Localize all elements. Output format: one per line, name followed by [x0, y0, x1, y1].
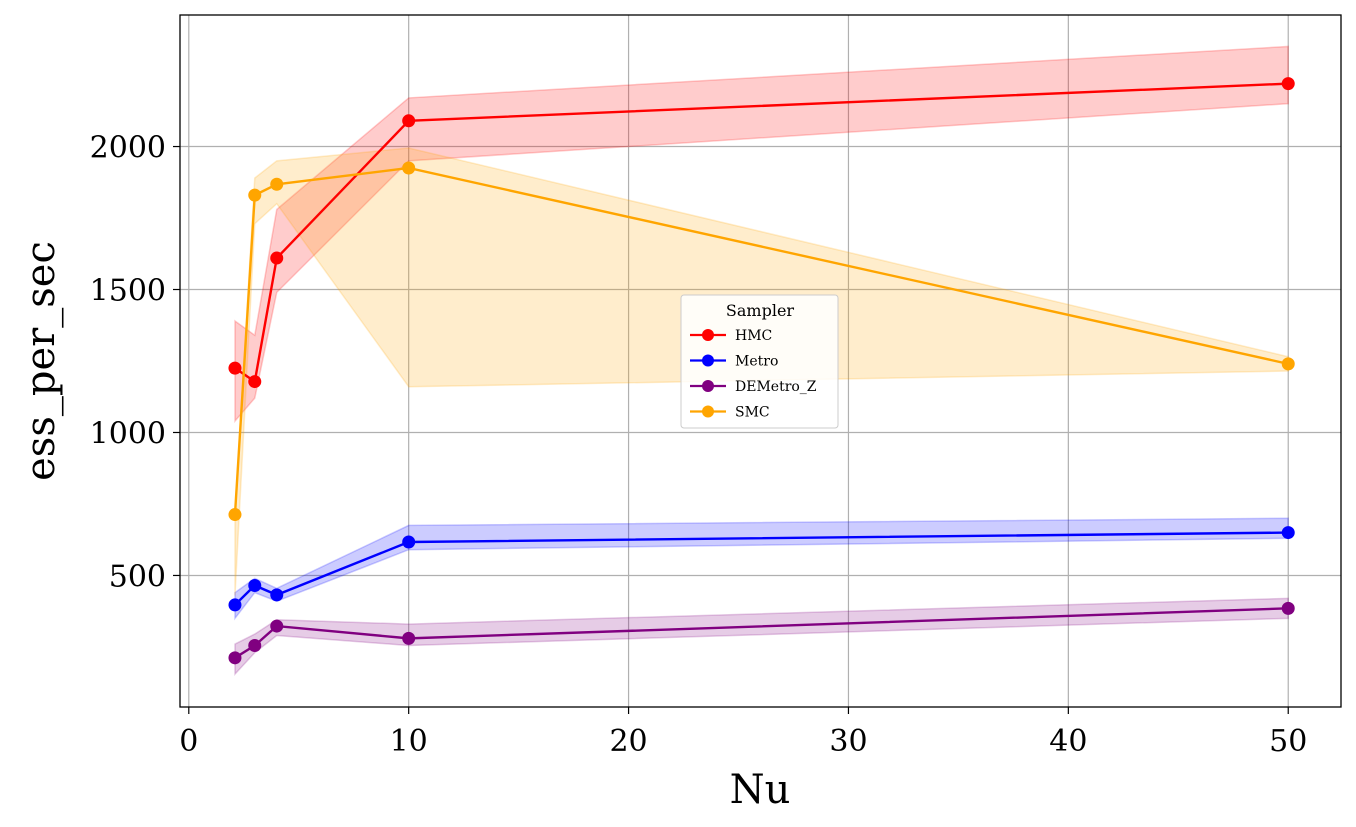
legend-items: HMC Metro DEMetro_Z SMC: [690, 328, 817, 421]
point-demetro_z: [248, 639, 262, 653]
legend-label-smc: SMC: [735, 405, 770, 421]
band-hmc: [234, 45, 1289, 424]
plot-frame: [179, 14, 1342, 708]
point-smc: [402, 161, 416, 175]
x-axis-title: Nu: [730, 767, 791, 813]
x-tick-label: 20: [609, 724, 647, 759]
point-demetro_z: [1281, 601, 1295, 615]
point-smc: [248, 188, 262, 202]
x-tick-label: 10: [390, 724, 428, 759]
point-hmc: [248, 375, 262, 389]
legend-marker-hmc: [702, 329, 714, 341]
x-tick-label: 0: [179, 724, 198, 759]
point-metro: [248, 578, 262, 592]
legend-title: Sampler: [726, 301, 795, 320]
legend-marker-demetro_z: [702, 380, 714, 392]
series-points: [228, 77, 1295, 665]
point-metro: [270, 588, 284, 602]
legend-label-hmc: HMC: [735, 328, 772, 344]
legend-marker-metro: [702, 354, 714, 367]
point-demetro_z: [402, 631, 416, 645]
y-tick-label: 1000: [90, 416, 166, 451]
legend-label-demetro_z: DEMetro_Z: [735, 379, 817, 395]
y-axis-title: ess_per_sec: [18, 241, 64, 481]
point-metro: [402, 535, 416, 549]
point-hmc: [402, 114, 416, 128]
point-hmc: [1281, 77, 1295, 91]
y-tick-label: 2000: [90, 131, 166, 166]
legend-box: [680, 294, 839, 429]
point-hmc: [228, 361, 242, 375]
legend: Sampler HMC Metro DEMetro_Z SMC: [680, 294, 839, 429]
point-smc: [228, 508, 242, 522]
point-metro: [228, 598, 242, 612]
point-smc: [1281, 357, 1295, 371]
y-tick-label: 500: [109, 559, 166, 594]
axis-ticks: 0 10 20 30 40 50 500 1000 1500 2000: [90, 131, 1308, 759]
point-demetro_z: [228, 651, 242, 665]
x-tick-label: 40: [1049, 724, 1087, 759]
y-tick-label: 1500: [90, 274, 166, 309]
point-smc: [270, 177, 284, 191]
x-tick-label: 50: [1269, 724, 1307, 759]
point-hmc: [270, 251, 284, 265]
point-metro: [1281, 526, 1295, 540]
point-demetro_z: [270, 619, 284, 633]
legend-marker-smc: [702, 405, 714, 418]
legend-label-metro: Metro: [735, 354, 778, 370]
x-tick-label: 30: [829, 724, 867, 759]
